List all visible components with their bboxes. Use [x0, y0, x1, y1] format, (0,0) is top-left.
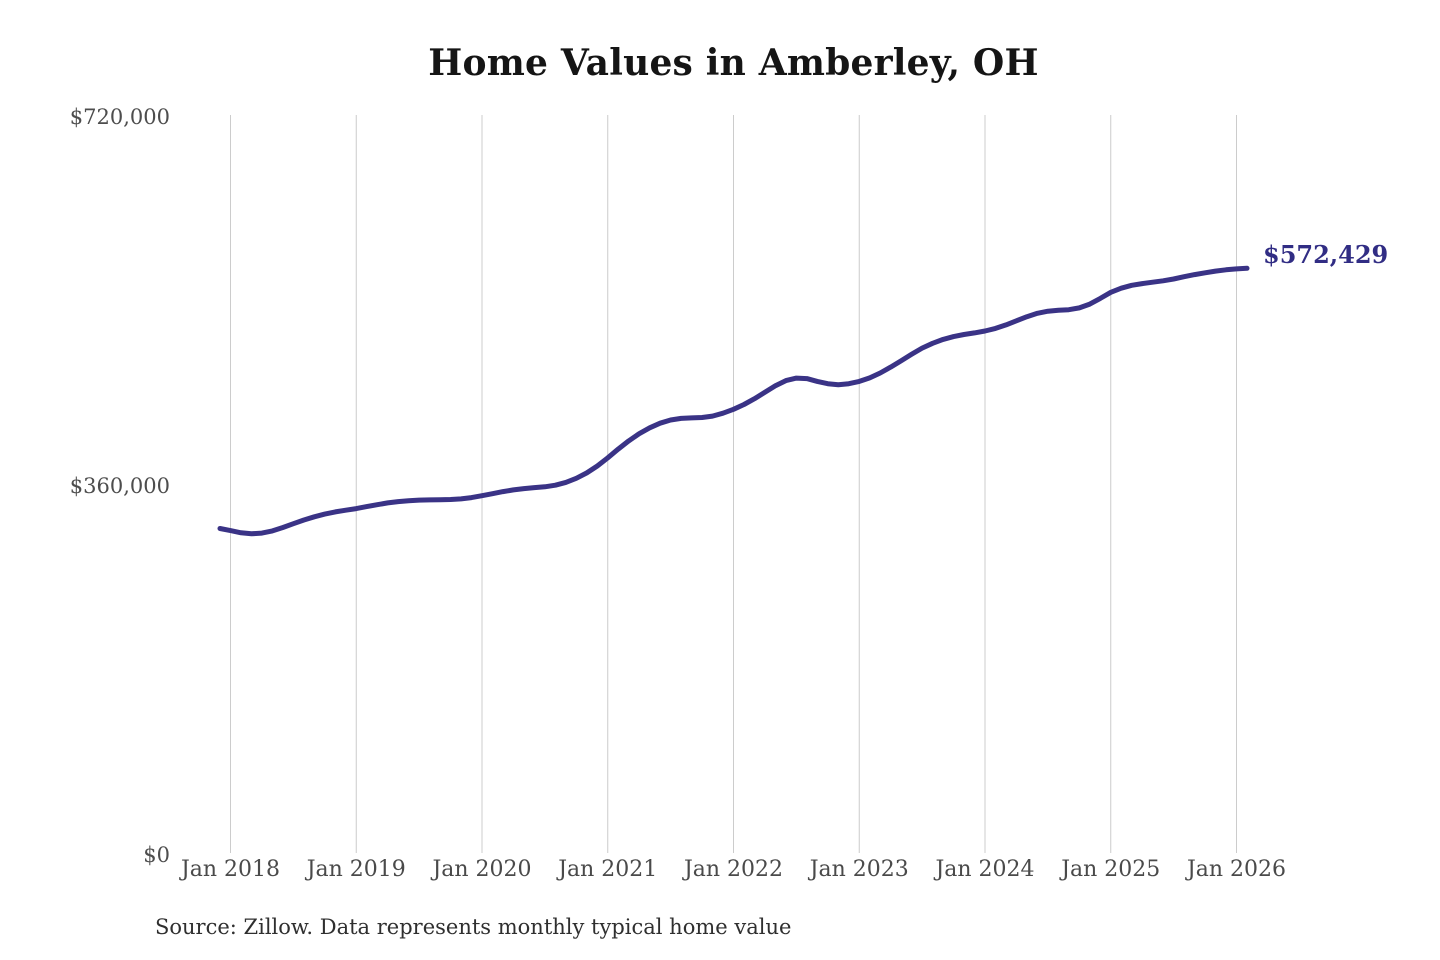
y-tick-label-2: $720,000	[69, 105, 170, 129]
x-tick-label-2023-01: Jan 2023	[809, 857, 909, 882]
x-tick-label-2019-01: Jan 2019	[306, 857, 406, 882]
x-tick-label-2022-01: Jan 2022	[683, 857, 784, 882]
y-tick-label-1: $360,000	[69, 474, 170, 498]
chart-title: Home Values in Amberley, OH	[428, 42, 1039, 84]
source-note: Source: Zillow. Data represents monthly …	[155, 915, 792, 939]
x-tick-label-2018-01: Jan 2018	[180, 857, 281, 882]
x-tick-label-2026-01: Jan 2026	[1186, 857, 1287, 882]
y-tick-label-0: $0	[143, 843, 170, 867]
x-tick-label-2020-01: Jan 2020	[432, 857, 532, 882]
x-tick-label-2025-01: Jan 2025	[1061, 857, 1161, 882]
latest-value-annotation: $572,429	[1263, 240, 1389, 269]
x-tick-label-2024-01: Jan 2024	[935, 857, 1035, 882]
x-tick-label-2021-01: Jan 2021	[558, 857, 658, 882]
home-value-line	[217, 265, 1250, 537]
